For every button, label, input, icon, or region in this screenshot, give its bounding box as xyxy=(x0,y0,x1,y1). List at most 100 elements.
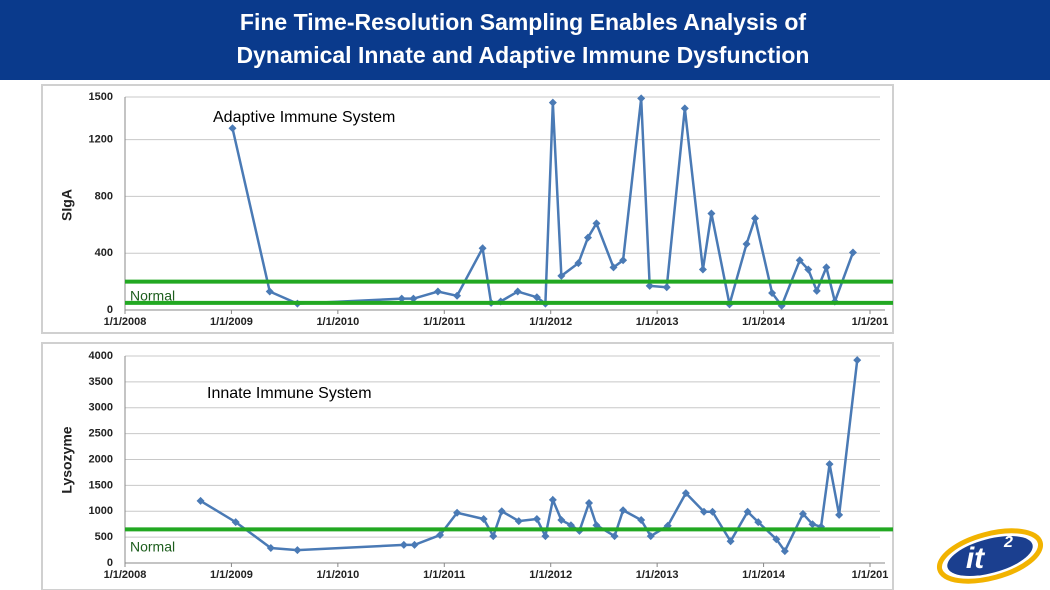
y-tick-label: 3000 xyxy=(89,402,113,414)
x-tick-label: 1/1/2011 xyxy=(423,316,465,328)
data-point xyxy=(699,507,708,516)
x-tick-label: 1/1/2009 xyxy=(210,316,253,328)
y-tick-label: 500 xyxy=(95,531,113,543)
x-tick-label: 1/1/2008 xyxy=(104,569,147,581)
data-point xyxy=(768,288,777,297)
data-point xyxy=(293,546,302,555)
x-tick-label: 1/1/2010 xyxy=(316,569,359,581)
normal-label: Normal xyxy=(130,288,175,304)
data-point xyxy=(514,517,523,526)
data-point xyxy=(698,265,707,274)
x-tick-label: 1/1/2013 xyxy=(636,316,679,328)
data-point xyxy=(479,515,488,524)
data-point xyxy=(574,259,583,268)
data-point xyxy=(609,263,618,272)
y-tick-label: 2500 xyxy=(89,428,113,440)
data-point xyxy=(662,283,671,292)
x-tick-label: 1/1/2010 xyxy=(316,316,359,328)
data-point xyxy=(619,256,628,265)
data-point xyxy=(754,518,763,527)
data-point xyxy=(513,287,522,296)
y-tick-label: 0 xyxy=(107,557,113,569)
data-point xyxy=(228,124,237,133)
data-point xyxy=(557,516,566,525)
data-point xyxy=(637,516,646,525)
data-point xyxy=(681,489,690,498)
data-point xyxy=(399,540,408,549)
data-point xyxy=(795,256,804,265)
y-tick-label: 1500 xyxy=(89,479,113,491)
data-point xyxy=(583,233,592,242)
data-point xyxy=(645,281,654,290)
title-bar xyxy=(0,0,1050,80)
chart-annotation: Innate Immune System xyxy=(207,385,372,402)
data-point xyxy=(231,518,240,527)
data-point xyxy=(743,507,752,516)
x-tick-label: 1/1/2013 xyxy=(636,569,679,581)
normal-label: Normal xyxy=(130,539,175,555)
data-point xyxy=(433,287,442,296)
data-point xyxy=(804,265,813,274)
x-tick-label: 1/1/2009 xyxy=(210,569,253,581)
data-point xyxy=(196,496,205,505)
y-tick-label: 0 xyxy=(107,304,113,316)
y-tick-label: 1200 xyxy=(89,134,113,146)
data-point xyxy=(585,498,594,507)
data-point xyxy=(708,507,717,516)
y-tick-label: 4000 xyxy=(89,350,113,362)
x-tick-label: 1/1/2014 xyxy=(742,569,786,581)
x-tick-label: 1/1/2014 xyxy=(742,316,786,328)
data-point xyxy=(798,509,807,518)
y-axis-label: SIgA xyxy=(59,189,75,221)
data-point xyxy=(853,356,862,365)
data-point xyxy=(825,460,834,469)
logo: it 2 xyxy=(936,528,1044,584)
data-point xyxy=(835,510,844,519)
chart-panel xyxy=(41,342,894,590)
data-point xyxy=(397,294,406,303)
data-point xyxy=(436,531,445,540)
x-tick-label: 1/1/2008 xyxy=(104,316,147,328)
data-point xyxy=(646,532,655,541)
logo-text: it xyxy=(966,542,986,575)
slide-title: Fine Time-Resolution Sampling Enables An… xyxy=(240,9,807,35)
x-tick-label: 1/1/2011 xyxy=(423,569,465,581)
data-point xyxy=(497,507,506,516)
data-point xyxy=(548,98,557,107)
data-point xyxy=(410,540,419,549)
data-point xyxy=(532,515,541,524)
x-tick-label: 1/1/2012 xyxy=(529,316,572,328)
y-tick-label: 3500 xyxy=(89,376,113,388)
data-point xyxy=(772,535,781,544)
y-tick-label: 1000 xyxy=(89,505,113,517)
data-point xyxy=(742,239,751,248)
data-point xyxy=(265,287,274,296)
data-point xyxy=(557,271,566,280)
data-point xyxy=(453,291,462,300)
slide-title: Dynamical Innate and Adaptive Immune Dys… xyxy=(237,42,810,68)
data-point xyxy=(610,532,619,541)
data-point xyxy=(266,543,275,552)
y-axis-label: Lysozyme xyxy=(59,426,75,493)
y-tick-label: 800 xyxy=(95,190,113,202)
data-point xyxy=(489,532,498,541)
data-point xyxy=(619,506,628,515)
data-point xyxy=(726,537,735,546)
data-point xyxy=(541,532,550,541)
logo-superscript: 2 xyxy=(1003,534,1013,551)
data-point xyxy=(478,244,487,253)
data-point xyxy=(532,293,541,302)
data-point xyxy=(812,286,821,295)
data-point xyxy=(592,219,601,228)
y-tick-label: 1500 xyxy=(89,91,113,103)
y-tick-label: 2000 xyxy=(89,453,113,465)
data-point xyxy=(409,294,418,303)
data-point xyxy=(592,521,601,530)
x-tick-label: 1/1/2012 xyxy=(529,569,572,581)
data-point xyxy=(453,508,462,517)
data-point xyxy=(808,520,817,529)
y-tick-label: 400 xyxy=(95,247,113,259)
data-point xyxy=(707,209,716,218)
data-point xyxy=(637,94,646,103)
